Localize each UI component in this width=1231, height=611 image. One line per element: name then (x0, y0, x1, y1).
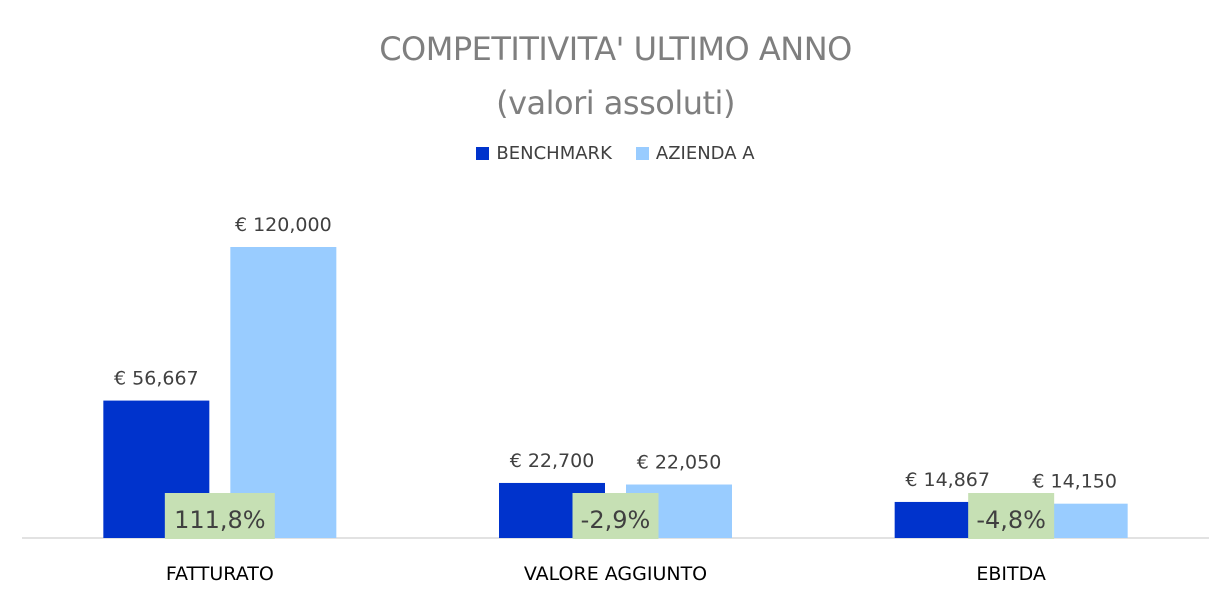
data-label-azienda-a-ebitda: € 14,150 (1032, 471, 1117, 493)
legend-item-benchmark: BENCHMARK (476, 143, 612, 164)
chart-subtitle: (valori assoluti) (496, 84, 735, 122)
difference-box-valore-aggiunto (572, 493, 659, 539)
legend-item-azienda-a: AZIENDA A (635, 143, 755, 164)
difference-label-fatturato: 111,8% (174, 506, 266, 534)
difference-box-ebitda (968, 493, 1055, 539)
data-label-benchmark-fatturato: € 56,667 (114, 368, 199, 390)
data-label-benchmark-valore-aggiunto: € 22,700 (510, 450, 595, 472)
difference-label-valore-aggiunto: -2,9% (581, 506, 651, 534)
difference-label-ebitda: -4,8% (976, 506, 1046, 534)
legend-label-azienda-a: AZIENDA A (655, 143, 755, 164)
chart-title: COMPETITIVITA' ULTIMO ANNO (379, 30, 852, 68)
legend-label-benchmark: BENCHMARK (496, 143, 612, 164)
data-label-benchmark-ebitda: € 14,867 (905, 469, 990, 491)
data-label-azienda-a-valore-aggiunto: € 22,050 (637, 452, 722, 474)
category-label-valore-aggiunto: VALORE AGGIUNTO (524, 563, 707, 585)
category-label-fatturato: FATTURATO (166, 563, 274, 585)
bar-azienda-a-fatturato (230, 247, 337, 538)
legend-swatch-azienda-a (635, 147, 649, 160)
legend: BENCHMARK AZIENDA A (0, 143, 1231, 164)
data-label-azienda-a-fatturato: € 120,000 (235, 214, 332, 236)
difference-box-fatturato (164, 493, 275, 539)
category-label-ebitda: EBITDA (976, 563, 1046, 585)
legend-swatch-benchmark (476, 147, 490, 160)
